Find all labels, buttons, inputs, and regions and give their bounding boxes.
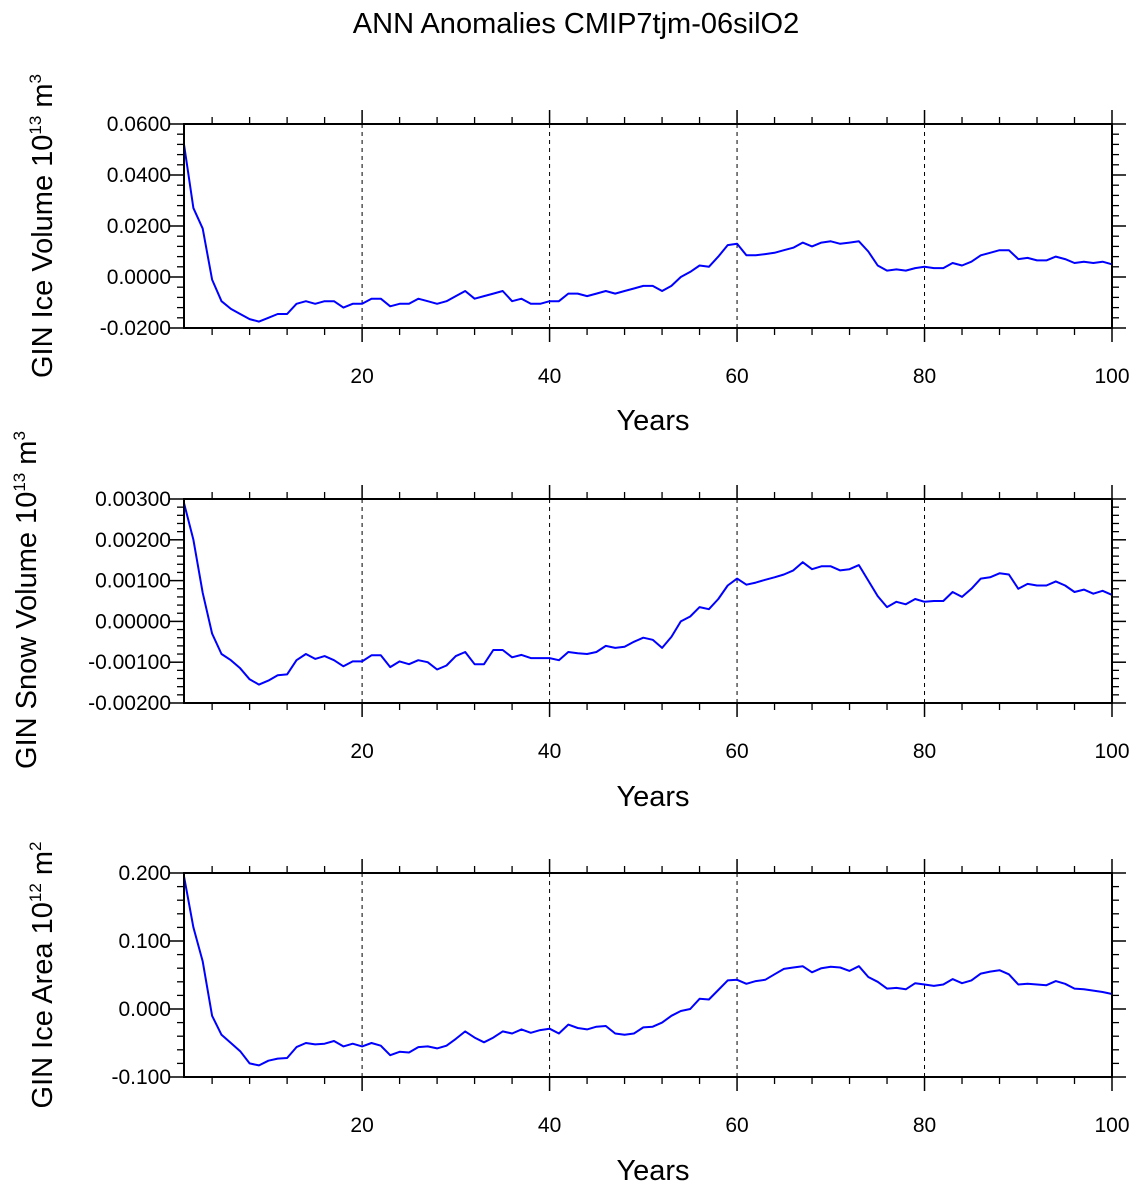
x-tick-label: 100 [1094, 1114, 1129, 1137]
y-axis-title: GIN Ice Area 1012 m2 [26, 842, 59, 1109]
plot-frame [183, 498, 1113, 704]
panels: -0.0200 0.0000 0.0200 0.0400 0.0600 20 40 60 80 1… [10, 74, 1130, 1186]
data-series-line [183, 502, 1113, 686]
x-tick-label: 40 [538, 740, 561, 763]
x-tick-label: 20 [350, 740, 373, 763]
y-tick-label: 0.0200 [107, 215, 171, 238]
y-tick-label: 0.100 [118, 930, 171, 953]
data-series-line [183, 144, 1113, 323]
x-tick-label: 80 [913, 740, 936, 763]
y-tick-label: -0.00200 [88, 692, 171, 715]
y-tick-label: 0.000 [118, 998, 171, 1021]
x-axis-title: Years [616, 781, 689, 813]
y-axis-title: GIN Snow Volume 1013 m3 [10, 431, 43, 769]
y-tick-label: 0.00100 [95, 570, 171, 593]
x-tick-label: 60 [725, 1114, 748, 1137]
x-tick-label: 60 [725, 365, 748, 388]
figure-title: ANN Anomalies CMIP7tjm-06silO2 [353, 8, 799, 40]
y-tick-label: -0.00100 [88, 651, 171, 674]
x-axis-title: Years [616, 405, 689, 437]
y-tick-label: -0.0200 [100, 317, 171, 340]
chart-panel-1: -0.0200 0.0000 0.0200 0.0400 0.0600 20 40 60 80 1… [26, 74, 1130, 437]
y-tick-label: 0.00200 [95, 529, 171, 552]
y-tick-label: 0.0600 [107, 113, 171, 136]
y-tick-label: 0.00000 [95, 610, 171, 633]
y-tick-label: 0.0400 [107, 164, 171, 187]
x-tick-label: 20 [350, 365, 373, 388]
x-tick-label: 40 [538, 1114, 561, 1137]
chart-panel-2: -0.00200 -0.00100 0.00000 0.00100 0.00200 0.0… [10, 431, 1130, 813]
x-tick-label: 40 [538, 365, 561, 388]
chart-panel-3: -0.100 0.000 0.100 0.200 20 40 60 80 100 Years GIN… [26, 842, 1130, 1186]
x-tick-label: 100 [1094, 365, 1129, 388]
y-tick-label: 0.200 [118, 862, 171, 885]
x-axis-title: Years [616, 1155, 689, 1186]
y-tick-label: 0.00300 [95, 488, 171, 511]
data-series-line [183, 876, 1113, 1067]
y-tick-label: -0.100 [111, 1066, 171, 1089]
x-tick-label: 100 [1094, 740, 1129, 763]
y-axis-title: GIN Ice Volume 1013 m3 [26, 74, 59, 378]
plot-frame [183, 872, 1113, 1078]
x-tick-label: 60 [725, 740, 748, 763]
y-tick-label: 0.0000 [107, 266, 171, 289]
x-tick-label: 80 [913, 1114, 936, 1137]
plot-frame [183, 123, 1113, 329]
x-tick-label: 20 [350, 1114, 373, 1137]
x-tick-label: 80 [913, 365, 936, 388]
